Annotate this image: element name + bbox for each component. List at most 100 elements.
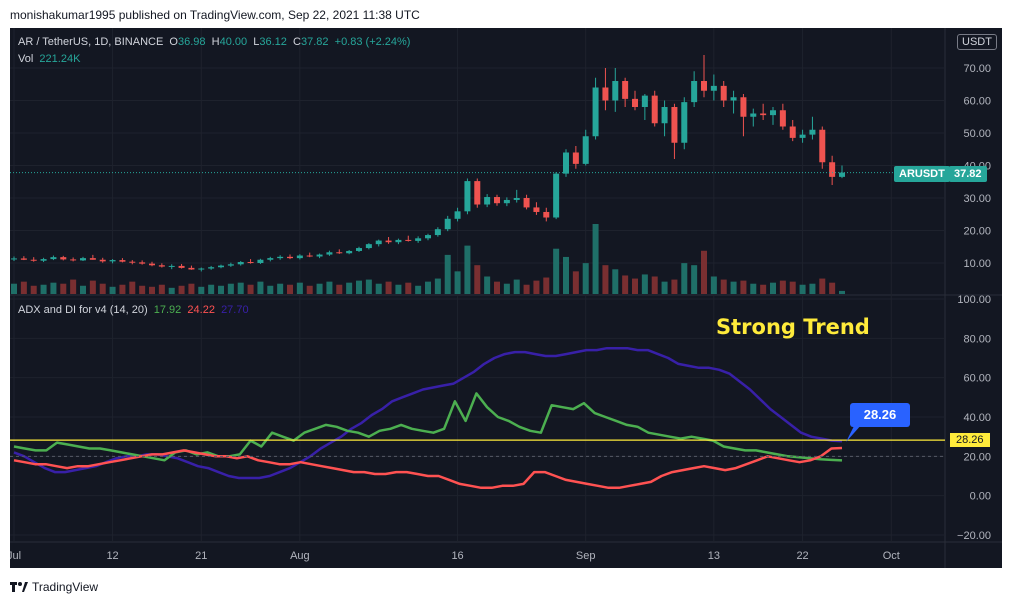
volume-bar — [20, 281, 27, 294]
candle-body — [809, 129, 816, 135]
chart-canvas[interactable]: Jul 12 21 Aug 16 Sep 13 22 Oct 70.00 60.00 50.00 40.… — [10, 28, 1002, 568]
candle-body — [20, 258, 27, 260]
tradingview-logo-icon — [10, 581, 28, 593]
candle-body — [356, 248, 362, 251]
open-value: 36.98 — [177, 36, 206, 48]
volume-bar — [622, 275, 629, 294]
candle-body — [99, 259, 106, 262]
volume-bar — [691, 265, 698, 294]
volume-bar — [346, 282, 353, 294]
volume-bar — [267, 285, 274, 294]
volume-bar — [109, 286, 116, 294]
volume-bar — [198, 286, 205, 294]
candle-body — [60, 257, 67, 260]
candle-body — [30, 259, 37, 261]
footer: TradingView — [0, 568, 1012, 604]
volume-bar — [178, 285, 185, 294]
volume-bar — [533, 280, 540, 294]
price-axis-label: 70.00 — [963, 63, 991, 75]
volume-bar — [454, 271, 461, 294]
candle-body — [523, 198, 530, 208]
candle-body — [779, 110, 786, 127]
volume-label: Vol — [18, 53, 34, 65]
indicator-axis-label: 80.00 — [963, 333, 991, 345]
series-line-1 — [13, 392, 843, 462]
candle-body — [740, 97, 747, 117]
volume-bar — [543, 277, 550, 294]
candle-body — [789, 126, 796, 138]
candle-body — [543, 211, 550, 218]
price-axis-label: 20.00 — [963, 226, 991, 238]
x-axis-label: Aug — [290, 550, 310, 562]
candle-body — [415, 238, 422, 241]
volume-bar — [375, 283, 382, 294]
candle-body — [671, 107, 678, 143]
volume-bar — [99, 283, 106, 294]
candle-body — [168, 265, 175, 267]
candle-body — [572, 152, 579, 164]
candle-body — [277, 256, 284, 259]
candle-body — [829, 162, 836, 177]
indicator-axis-label: 40.00 — [963, 412, 991, 424]
candle-body — [40, 259, 47, 261]
currency-badge[interactable]: USDT — [957, 34, 997, 50]
candle-body — [484, 197, 491, 205]
indicator-axis-label: 20.00 — [963, 451, 991, 463]
volume-bar — [277, 283, 284, 294]
x-axis-label: Jul — [10, 550, 21, 562]
volume-bar — [809, 283, 816, 294]
candle-body — [474, 181, 481, 205]
high-value: 40.00 — [219, 36, 248, 48]
candle-body — [208, 267, 215, 269]
price-axis-label: 60.00 — [963, 96, 991, 108]
volume-bar — [119, 284, 126, 294]
volume-bar — [651, 276, 658, 294]
chart-frame[interactable]: Jul 12 21 Aug 16 Sep 13 22 Oct 70.00 60.00 50.00 40.… — [10, 28, 1002, 568]
candle-body — [760, 113, 767, 116]
volume-bar — [356, 280, 362, 294]
x-axis-label: 12 — [106, 550, 118, 562]
volume-bar — [395, 284, 402, 294]
x-axis-label: 16 — [451, 550, 463, 562]
volume-bar — [50, 282, 57, 294]
volume-value: 221.24K — [39, 53, 81, 65]
volume-bar — [710, 276, 717, 294]
volume-bar — [158, 284, 165, 294]
candle-body — [602, 87, 609, 101]
volume-bar — [316, 283, 323, 294]
price-axis-label: 50.00 — [963, 128, 991, 140]
x-axis-label: 13 — [708, 550, 720, 562]
plus-di-value: 17.92 — [153, 304, 182, 316]
volume-bar — [287, 284, 293, 294]
indicator-axis-label: 0.00 — [970, 491, 991, 503]
volume-bar — [563, 256, 569, 294]
volume-bar — [602, 265, 609, 294]
indicator-axis-label: 100.00 — [957, 294, 991, 306]
candle-body — [109, 260, 116, 262]
adx-callout: 28.26 — [850, 403, 910, 427]
candle-body — [89, 258, 96, 260]
candle-body — [296, 255, 303, 259]
volume-bar — [513, 279, 520, 294]
candle-body — [149, 263, 155, 266]
candle-body — [701, 81, 707, 91]
volume-bar — [365, 279, 372, 294]
candle-body — [405, 239, 412, 241]
series-line-2 — [13, 446, 843, 490]
candle-body — [612, 81, 619, 101]
candle-body — [188, 267, 195, 270]
candle-body — [119, 260, 126, 262]
volume-bar — [444, 254, 451, 294]
tradingview-logo[interactable]: TradingView — [10, 580, 98, 594]
volume-bar — [760, 284, 767, 294]
volume-bar — [70, 279, 77, 294]
minus-di-value: 24.22 — [187, 304, 215, 316]
candle-body — [661, 107, 668, 124]
close-value: 37.82 — [300, 36, 329, 48]
volume-bar — [237, 282, 244, 294]
candle-body — [80, 258, 86, 261]
volume-bar — [770, 282, 776, 294]
candle-body — [770, 110, 776, 116]
candle-body — [720, 85, 727, 101]
candle-body — [395, 239, 402, 243]
